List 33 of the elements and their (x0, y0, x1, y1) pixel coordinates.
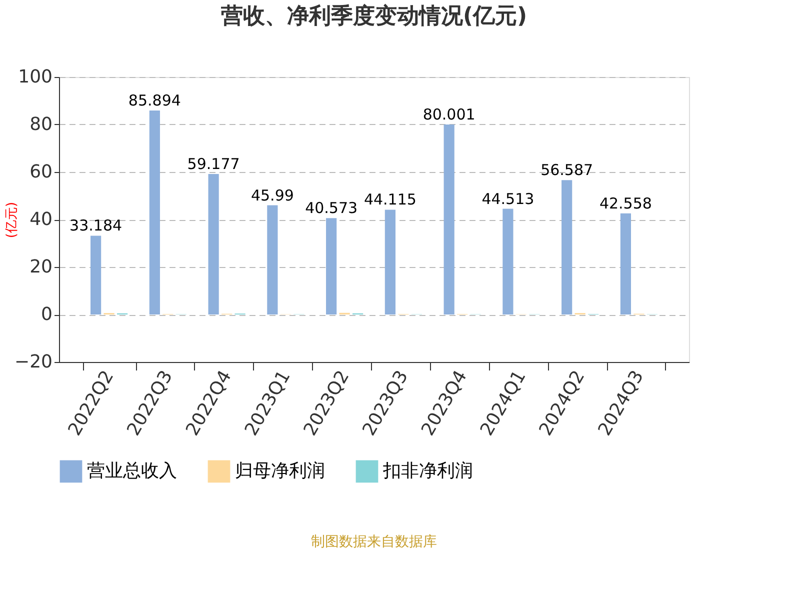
y-tick-label: 100 (18, 66, 52, 88)
bar (267, 205, 278, 314)
bar (620, 213, 632, 314)
y-tick-label: 60 (30, 162, 52, 182)
bar (149, 110, 160, 314)
bar (90, 236, 102, 314)
data-label: 33.184 (70, 216, 122, 235)
chart-title: 营收、净利季度变动情况(亿元) (220, 3, 528, 29)
legend-label: 扣非净利润 (382, 460, 473, 482)
y-tick-label: 0 (41, 304, 52, 325)
legend-label: 营业总收入 (87, 460, 177, 482)
data-label: 45.99 (250, 186, 294, 204)
text: 制图数据来自数据库 (311, 534, 437, 550)
y-tick-label: 40 (30, 209, 52, 230)
y-tick-label: −20 (14, 352, 52, 372)
y-axis-title: (亿元) (4, 202, 20, 238)
bar (444, 124, 454, 314)
data-label: 56.587 (540, 161, 594, 180)
data-label: 80.001 (422, 106, 476, 124)
bar (502, 208, 514, 314)
bar (208, 174, 219, 314)
data-label: 85.894 (128, 92, 181, 110)
data-label: 44.513 (482, 190, 534, 208)
bar (384, 210, 396, 314)
data-label: 40.573 (305, 199, 358, 218)
data-label: 44.115 (364, 190, 416, 209)
data-label: 59.177 (187, 154, 240, 173)
data-label: 42.558 (599, 194, 652, 212)
y-tick-label: 20 (30, 256, 52, 278)
bar (562, 180, 572, 314)
bar (326, 218, 337, 314)
y-tick-label: 80 (30, 114, 52, 135)
legend-label: 归母净利润 (235, 460, 325, 482)
